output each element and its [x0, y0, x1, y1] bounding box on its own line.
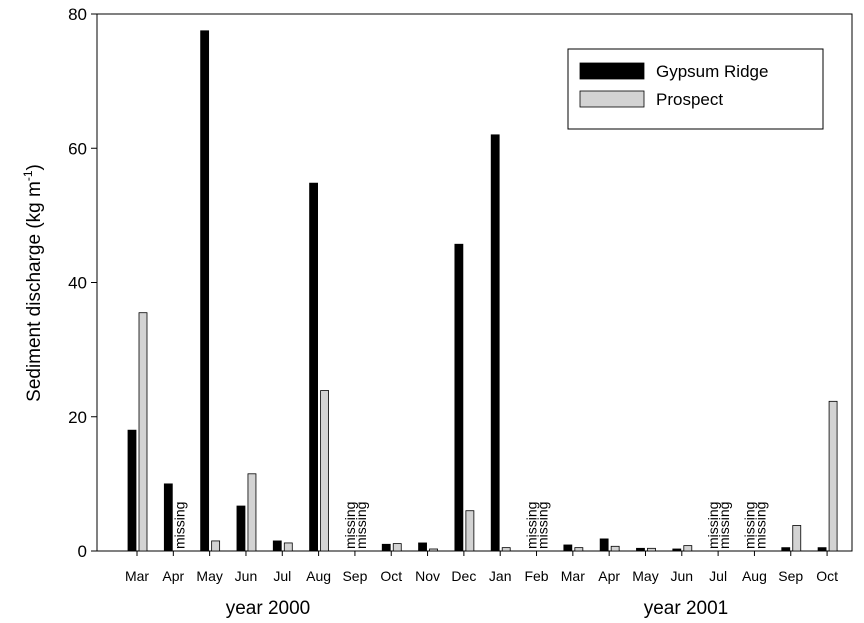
y-label-end: )	[24, 164, 45, 170]
missing-label: missing	[342, 502, 358, 549]
missing-label: missing	[171, 502, 187, 549]
bar	[418, 542, 427, 552]
y-label-text: Sediment discharge (kg m	[24, 181, 45, 402]
x-tick-label: Jul	[709, 568, 727, 584]
x-tick-label: Apr	[598, 568, 620, 584]
x-tick-label: Sep	[778, 568, 803, 584]
bar	[381, 543, 391, 552]
bar	[781, 547, 791, 552]
bar	[429, 548, 438, 552]
x-tick-label: Aug	[306, 568, 331, 584]
x-tick-label: Oct	[816, 568, 838, 584]
bar	[236, 505, 246, 552]
bar	[211, 540, 221, 552]
missing-label: missing	[752, 502, 768, 549]
bar	[490, 134, 500, 552]
bar	[247, 473, 257, 552]
bar	[599, 538, 609, 552]
x-tick-label: Jul	[273, 568, 291, 584]
x-tick-label: Aug	[742, 568, 767, 584]
x-tick-label: Sep	[342, 568, 367, 584]
bar	[792, 525, 802, 552]
bar	[647, 547, 656, 552]
x-tick-label: Jun	[671, 568, 694, 584]
bar	[454, 243, 464, 552]
legend-label: Gypsum Ridge	[656, 62, 768, 81]
bar	[163, 483, 173, 552]
x-tick-label: Oct	[380, 568, 402, 584]
legend-box	[567, 48, 824, 130]
x-tick-label: Mar	[561, 568, 585, 584]
y-tick-label: 0	[78, 542, 87, 561]
x-tick-label: May	[632, 568, 658, 584]
x-tick-label: May	[196, 568, 222, 584]
bar	[283, 542, 293, 552]
y-label-sup: -1	[21, 170, 35, 181]
y-axis-label: Sediment discharge (kg m-1)	[21, 164, 45, 402]
y-tick-label: 80	[68, 5, 87, 24]
x-tick-label: Nov	[415, 568, 440, 584]
bar	[309, 182, 319, 552]
legend-label: Prospect	[656, 90, 723, 109]
bar	[610, 545, 620, 552]
missing-label: missing	[705, 502, 721, 549]
bar	[817, 547, 827, 552]
missing-label: missing	[524, 502, 540, 549]
bar	[272, 540, 282, 552]
x-tick-label: Jan	[489, 568, 512, 584]
group-label: year 2001	[644, 598, 729, 619]
y-tick-label: 20	[68, 408, 87, 427]
y-tick-label: 60	[68, 139, 87, 158]
bar	[200, 30, 210, 552]
group-label: year 2000	[226, 598, 311, 619]
x-tick-label: Apr	[162, 568, 184, 584]
bar	[636, 547, 645, 552]
bar	[683, 545, 693, 552]
y-tick-label: 40	[68, 274, 87, 293]
missing-label: missing	[353, 502, 369, 549]
bar	[501, 547, 511, 552]
bar	[127, 429, 137, 552]
x-tick-label: Feb	[524, 568, 548, 584]
missing-label: missing	[716, 502, 732, 549]
bar	[138, 312, 148, 552]
bar	[672, 548, 682, 552]
x-tick-label: Dec	[451, 568, 476, 584]
bar	[563, 544, 573, 552]
x-tick-label: Mar	[125, 568, 149, 584]
missing-label: missing	[535, 502, 551, 549]
bar	[320, 390, 330, 552]
x-tick-label: Jun	[235, 568, 258, 584]
bar	[574, 547, 584, 552]
legend-swatch	[579, 90, 645, 108]
missing-label: missing	[741, 502, 757, 549]
bar	[392, 543, 402, 552]
bar	[465, 510, 475, 552]
bar	[828, 400, 838, 552]
legend-swatch	[579, 62, 645, 80]
